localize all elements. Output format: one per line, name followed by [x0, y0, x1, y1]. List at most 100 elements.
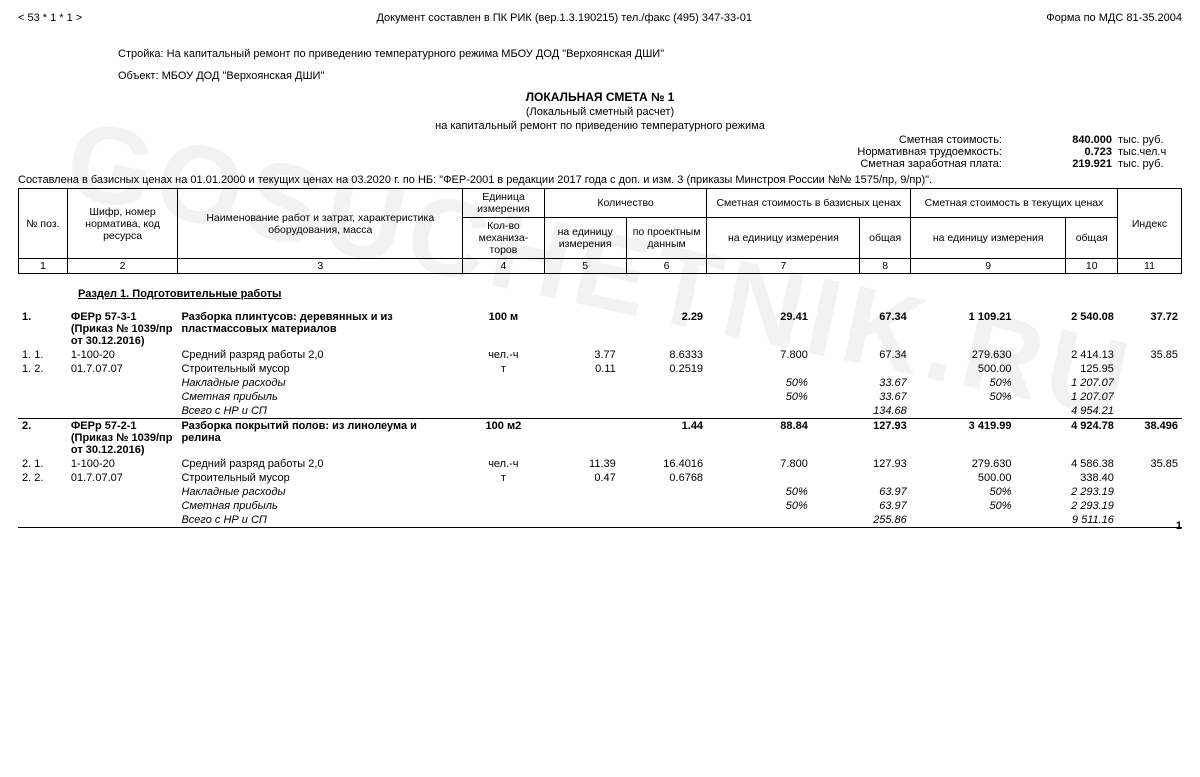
cell — [18, 404, 67, 419]
cell: 35.85 — [1118, 348, 1182, 362]
cell — [18, 376, 67, 390]
table-row: Накладные расходы50%33.6750%1 207.07 — [18, 376, 1182, 390]
table-row: Всего с НР и СП255.869 511.16 — [18, 513, 1182, 528]
cost-value: 840.000 — [1002, 134, 1112, 146]
cell — [707, 362, 812, 376]
cell: Строительный мусор — [177, 362, 462, 376]
cell — [1118, 485, 1182, 499]
cell — [544, 513, 620, 528]
th-cur-unit: на единицу измерения — [910, 218, 1065, 259]
cell: 50% — [707, 485, 812, 499]
cell: 7.800 — [707, 348, 812, 362]
th-proj: по проектным данным — [626, 218, 707, 259]
cell — [18, 485, 67, 499]
cell: 37.72 — [1118, 310, 1182, 348]
th-unit: Единица измерения — [463, 189, 544, 218]
cell: 4 954.21 — [1016, 404, 1118, 419]
doc-title: ЛОКАЛЬНАЯ СМЕТА № 1 — [18, 90, 1182, 104]
cell — [1118, 390, 1182, 404]
cell: 3 419.99 — [911, 419, 1016, 458]
col-num: 5 — [544, 259, 626, 274]
th-base-total: общая — [860, 218, 911, 259]
th-base: Сметная стоимость в базисных ценах — [707, 189, 911, 218]
cell — [620, 485, 707, 499]
th-cur: Сметная стоимость в текущих ценах — [910, 189, 1117, 218]
cell: 4 924.78 — [1016, 419, 1118, 458]
cell: 2 293.19 — [1016, 499, 1118, 513]
cell: Накладные расходы — [177, 485, 462, 499]
col-num: 1 — [19, 259, 68, 274]
costs-block: Сметная стоимость:840.000тыс. руб.Нормат… — [18, 134, 1182, 170]
cell — [812, 362, 911, 376]
table-row: Сметная прибыль50%63.9750%2 293.19 — [18, 499, 1182, 513]
cell — [620, 390, 707, 404]
cell: 2. 1. — [18, 457, 67, 471]
cell — [544, 404, 620, 419]
col-num: 2 — [67, 259, 177, 274]
cell: Сметная прибыль — [177, 390, 462, 404]
cell: 0.6768 — [620, 471, 707, 485]
cell: 1 207.07 — [1016, 390, 1118, 404]
col-num: 10 — [1066, 259, 1118, 274]
cell: 8.6333 — [620, 348, 707, 362]
cell — [620, 376, 707, 390]
cell: 0.47 — [544, 471, 620, 485]
cell: 1. — [18, 310, 67, 348]
costs-row: Сметная стоимость:840.000тыс. руб. — [802, 134, 1182, 146]
cost-unit: тыс.чел.ч — [1112, 146, 1182, 158]
cell: 1 207.07 — [1016, 376, 1118, 390]
data-table: 1.ФЕРр 57-3-1 (Приказ № 1039/пр от 30.12… — [18, 310, 1182, 528]
table-row: 1. 2.01.7.07.07Строительный мусорт0.110.… — [18, 362, 1182, 376]
cell: 63.97 — [812, 499, 911, 513]
cell: 2.29 — [620, 310, 707, 348]
th-cur-total: общая — [1066, 218, 1118, 259]
cell — [620, 499, 707, 513]
cell — [67, 390, 178, 404]
cell — [544, 376, 620, 390]
table-row: 2.ФЕРр 57-2-1 (Приказ № 1039/пр от 30.12… — [18, 419, 1182, 458]
cell: Средний разряд работы 2,0 — [177, 348, 462, 362]
cost-key: Нормативная трудоемкость: — [802, 146, 1002, 158]
cell — [67, 513, 178, 528]
th-qty: Количество — [544, 189, 707, 218]
stroyka-line: Стройка: На капитальный ремонт по привед… — [118, 48, 1182, 60]
cell: 100 м2 — [463, 419, 544, 458]
cell: 11.39 — [544, 457, 620, 471]
cell: 33.67 — [812, 390, 911, 404]
cell: 63.97 — [812, 485, 911, 499]
object-label: Объект: — [118, 70, 159, 82]
cell — [18, 513, 67, 528]
cell: Средний разряд работы 2,0 — [177, 457, 462, 471]
cell: 0.2519 — [620, 362, 707, 376]
cell: 01.7.07.07 — [67, 362, 178, 376]
section-title: Раздел 1. Подготовительные работы — [78, 288, 1182, 300]
cell — [544, 499, 620, 513]
cell: т — [463, 362, 544, 376]
col-num: 11 — [1117, 259, 1181, 274]
cell — [67, 485, 178, 499]
cost-key: Сметная стоимость: — [802, 134, 1002, 146]
table-row: Всего с НР и СП134.684 954.21 — [18, 404, 1182, 419]
col-num: 4 — [463, 259, 544, 274]
col-num: 8 — [860, 259, 911, 274]
cost-unit: тыс. руб. — [1112, 158, 1182, 170]
cell: 33.67 — [812, 376, 911, 390]
cell — [620, 404, 707, 419]
cell: Всего с НР и СП — [177, 404, 462, 419]
cell: 50% — [707, 376, 812, 390]
cell — [620, 513, 707, 528]
th-perunit: на единицу измерения — [544, 218, 626, 259]
cell — [463, 390, 544, 404]
basis-line: Составлена в базисных ценах на 01.01.200… — [18, 174, 1182, 186]
stroyka-label: Стройка: — [118, 48, 164, 60]
cell — [463, 376, 544, 390]
cell: 2 414.13 — [1016, 348, 1118, 362]
cell — [463, 485, 544, 499]
cost-unit: тыс. руб. — [1112, 134, 1182, 146]
cell: Разборка покрытий полов: из линолеума и … — [177, 419, 462, 458]
cell: 2. — [18, 419, 67, 458]
cell: 1.44 — [620, 419, 707, 458]
cell — [18, 499, 67, 513]
cell — [463, 404, 544, 419]
cell: 2 293.19 — [1016, 485, 1118, 499]
